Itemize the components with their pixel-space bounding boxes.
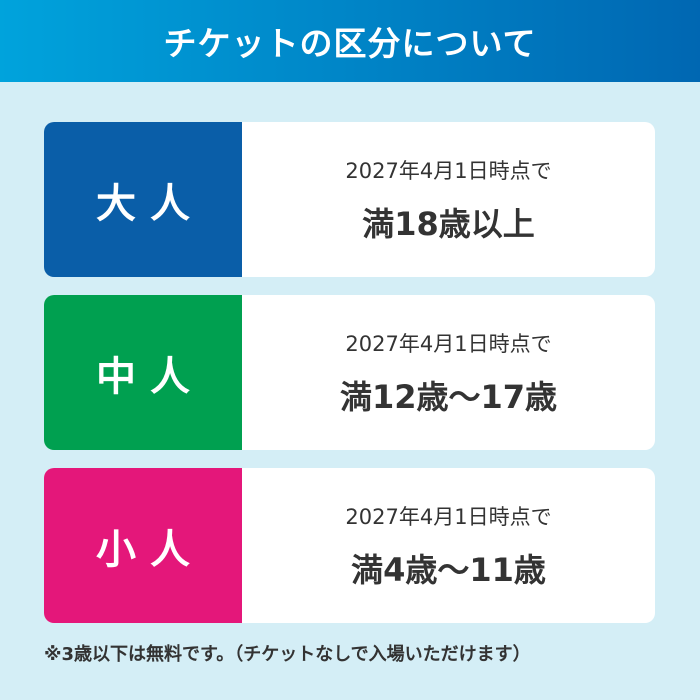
age-range: 満4歳～11歳 [351, 550, 546, 589]
ticket-card-adult: 大人 2027年4月1日時点で満18歳以上 [44, 122, 655, 277]
ticket-card-middle: 中人 2027年4月1日時点で満12歳～17歳 [44, 295, 655, 450]
footnote: ※3歳以下は無料です。（チケットなしで入場いただけます） [44, 644, 531, 665]
ticket-card-child: 小人 2027年4月1日時点で満4歳～11歳 [44, 468, 655, 623]
category-label: 小人 [44, 468, 242, 623]
header-banner: チケットの区分について [0, 0, 700, 82]
reference-date: 2027年4月1日時点で [345, 504, 552, 529]
category-label: 大人 [44, 122, 242, 277]
age-range: 満18歳以上 [362, 204, 535, 243]
reference-date: 2027年4月1日時点で [345, 331, 552, 356]
page-title: チケットの区分について [163, 24, 537, 63]
reference-date: 2027年4月1日時点で [345, 158, 552, 183]
category-label: 中人 [44, 295, 242, 450]
age-range: 満12歳～17歳 [339, 377, 558, 416]
